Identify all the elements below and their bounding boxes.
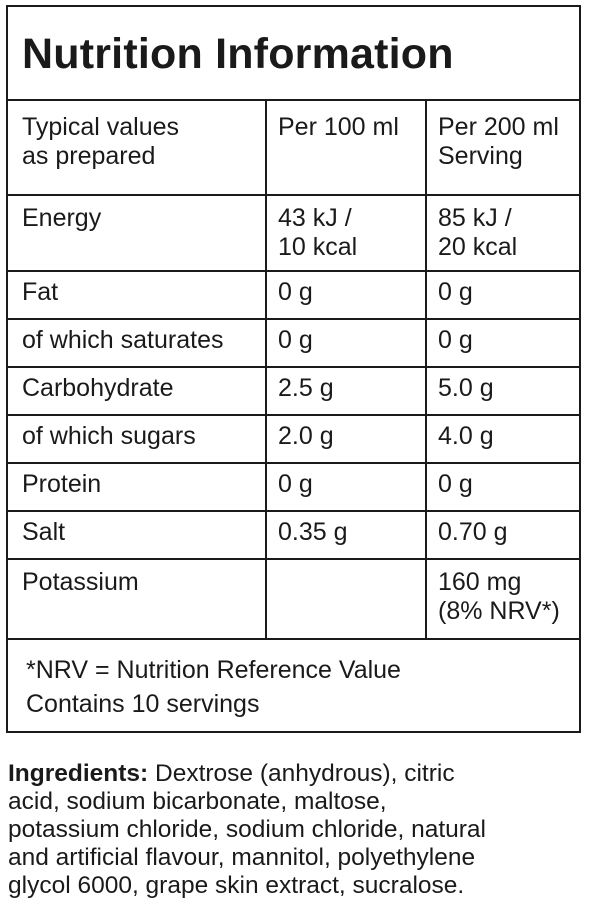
header-col3-line1: Per 200 ml	[438, 113, 559, 141]
nutrition-panel: Nutrition Information Typical values as …	[6, 5, 581, 733]
table-row: Potassium 160 mg (8% NRV*)	[8, 558, 579, 640]
panel-title: Nutrition Information	[8, 7, 579, 101]
row-per100: 0 g	[265, 270, 427, 320]
row-per200: 0.70 g	[425, 510, 579, 560]
table-row: Carbohydrate 2.5 g 5.0 g	[8, 366, 579, 416]
row-label: Potassium	[8, 558, 267, 640]
row-per200: 0 g	[425, 270, 579, 320]
row-label: Carbohydrate	[8, 366, 267, 416]
table-row: Protein 0 g 0 g	[8, 462, 579, 512]
header-col1-line2: as prepared	[22, 142, 156, 170]
row-label: Energy	[8, 194, 267, 272]
nutrition-table: Typical values as prepared Per 100 ml Pe…	[8, 101, 579, 640]
row-per200: 5.0 g	[425, 366, 579, 416]
row-per100: 0 g	[265, 318, 427, 368]
row-per200: 0 g	[425, 318, 579, 368]
ingredients-label: Ingredients:	[8, 760, 149, 787]
header-typical-values: Typical values as prepared	[8, 101, 267, 196]
energy-per200-kcal: 20 kcal	[438, 233, 518, 261]
row-per100: 0.35 g	[265, 510, 427, 560]
row-label: of which saturates	[8, 318, 267, 368]
header-row: Typical values as prepared Per 100 ml Pe…	[8, 101, 579, 196]
row-per200: 85 kJ / 20 kcal	[425, 194, 579, 272]
row-per100: 0 g	[265, 462, 427, 512]
row-per200: 160 mg (8% NRV*)	[425, 558, 579, 640]
table-row: Salt 0.35 g 0.70 g	[8, 510, 579, 560]
row-per100	[265, 558, 427, 640]
potassium-per200-nrv: (8% NRV*)	[438, 597, 560, 625]
row-label: Protein	[8, 462, 267, 512]
row-per100: 43 kJ / 10 kcal	[265, 194, 427, 272]
servings-note: Contains 10 servings	[26, 690, 260, 718]
ingredients-paragraph: Ingredients: Dextrose (anhydrous), citri…	[8, 760, 583, 900]
header-col3-line2: Serving	[438, 142, 523, 170]
energy-per100-kj: 43 kJ /	[278, 204, 352, 232]
row-per100: 2.5 g	[265, 366, 427, 416]
header-per-200ml: Per 200 ml Serving	[425, 101, 579, 196]
header-col2-line1: Per 100 ml	[278, 113, 399, 141]
header-per-100ml: Per 100 ml	[265, 101, 427, 196]
energy-per100-kcal: 10 kcal	[278, 233, 358, 261]
table-row: Fat 0 g 0 g	[8, 270, 579, 320]
table-row: Energy 43 kJ / 10 kcal 85 kJ / 20 kcal	[8, 194, 579, 272]
header-col1-line1: Typical values	[22, 113, 180, 141]
row-label: Fat	[8, 270, 267, 320]
row-per100: 2.0 g	[265, 414, 427, 464]
energy-per200-kj: 85 kJ /	[438, 204, 512, 232]
row-per200: 0 g	[425, 462, 579, 512]
ingredients-text: Dextrose (anhydrous), citric acid, sodiu…	[8, 760, 486, 899]
row-label: Salt	[8, 510, 267, 560]
nrv-note: *NRV = Nutrition Reference Value	[26, 656, 401, 684]
row-per200: 4.0 g	[425, 414, 579, 464]
potassium-per200-amount: 160 mg	[438, 568, 522, 596]
row-label: of which sugars	[8, 414, 267, 464]
table-row: of which sugars 2.0 g 4.0 g	[8, 414, 579, 464]
table-row: of which saturates 0 g 0 g	[8, 318, 579, 368]
footnote: *NRV = Nutrition Reference Value Contain…	[8, 633, 579, 731]
